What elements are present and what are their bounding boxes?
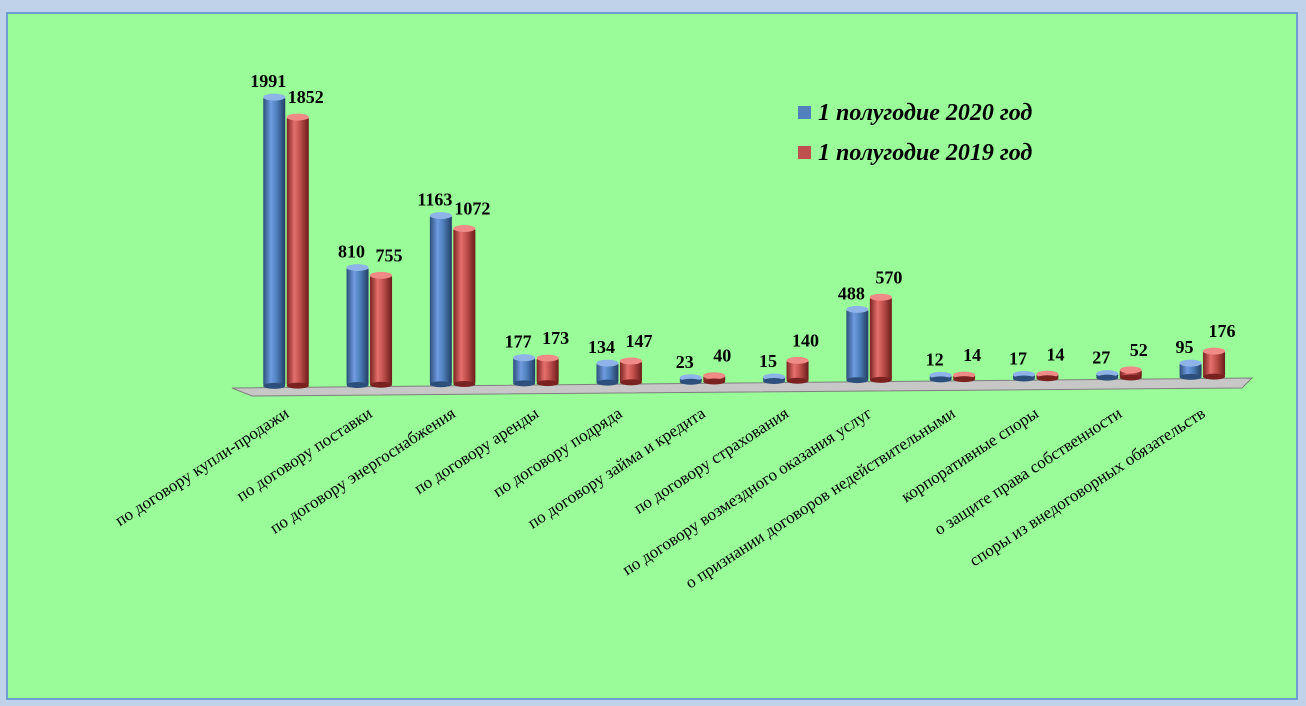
bar-cap-2020-12 bbox=[1179, 359, 1202, 367]
bar-base-2019-7 bbox=[786, 377, 809, 384]
chart-floor bbox=[231, 377, 1254, 397]
bar-base-2020-12 bbox=[1179, 373, 1202, 380]
bar-2019-4 bbox=[536, 358, 559, 384]
value-label-2019-7: 140 bbox=[792, 330, 819, 350]
category-label-7: по договору страхования bbox=[630, 403, 792, 517]
legend: 1 полугодие 2020 год 1 полугодие 2019 год bbox=[798, 100, 1032, 166]
category-label-1: по договору купли-продажи bbox=[112, 403, 293, 529]
value-label-2020-8: 488 bbox=[838, 283, 865, 303]
bar-base-2019-2 bbox=[370, 381, 393, 388]
legend-swatch-2019 bbox=[798, 146, 811, 159]
value-label-2020-1: 1991 bbox=[250, 71, 286, 91]
bar-2020-5 bbox=[596, 363, 619, 383]
bar-base-2019-5 bbox=[619, 379, 642, 386]
bar-base-2020-6 bbox=[679, 378, 702, 385]
value-label-2020-2: 810 bbox=[338, 242, 365, 262]
bar-2019-1 bbox=[286, 117, 309, 386]
bar-cap-2019-2 bbox=[370, 271, 393, 279]
value-label-2020-6: 23 bbox=[676, 352, 694, 372]
value-label-2019-4: 173 bbox=[542, 328, 569, 348]
value-label-2020-12: 95 bbox=[1176, 337, 1194, 357]
bar-2019-2 bbox=[370, 275, 393, 385]
bar-base-2020-1 bbox=[263, 382, 286, 389]
bar-base-2019-3 bbox=[453, 380, 476, 387]
value-label-2019-5: 147 bbox=[625, 331, 652, 351]
bar-cap-2020-1 bbox=[263, 93, 286, 101]
value-label-2019-12: 176 bbox=[1209, 321, 1236, 341]
value-label-2019-6: 40 bbox=[713, 346, 731, 366]
bar-base-2020-3 bbox=[429, 381, 452, 388]
bar-base-2020-11 bbox=[1096, 374, 1119, 381]
value-label-2019-9: 14 bbox=[963, 345, 981, 365]
chart-frame: 1991 1852 810 755 1163 1072 177 173 134 147 23 40 15… bbox=[6, 12, 1298, 700]
bar-2019-12 bbox=[1203, 351, 1226, 377]
bar-2020-2 bbox=[346, 267, 369, 386]
bar-base-2019-4 bbox=[536, 380, 559, 387]
legend-label-2020: 1 полугодие 2020 год bbox=[818, 100, 1032, 126]
bar-base-2020-4 bbox=[513, 380, 536, 387]
bar-base-2019-12 bbox=[1203, 373, 1226, 380]
category-label-2: по договору поставки bbox=[233, 403, 376, 505]
value-label-2019-1: 1852 bbox=[288, 87, 324, 107]
bar-cap-2019-4 bbox=[536, 354, 559, 362]
value-label-2019-10: 14 bbox=[1046, 344, 1064, 364]
bar-base-2019-11 bbox=[1119, 374, 1142, 381]
bar-base-2019-8 bbox=[869, 376, 892, 383]
bar-2020-1 bbox=[263, 97, 286, 386]
bar-base-2020-7 bbox=[763, 377, 786, 384]
bar-cap-2020-5 bbox=[596, 359, 619, 367]
bar-2020-4 bbox=[513, 357, 536, 384]
bar-cap-2019-3 bbox=[453, 225, 476, 233]
bar-base-2019-6 bbox=[703, 378, 726, 385]
bar-2019-3 bbox=[453, 228, 476, 384]
bar-cap-2020-2 bbox=[346, 264, 369, 272]
bar-cap-2019-7 bbox=[786, 356, 809, 364]
value-label-2019-11: 52 bbox=[1130, 340, 1148, 360]
bar-base-2020-10 bbox=[1012, 375, 1035, 382]
bar-cap-2019-8 bbox=[869, 293, 892, 301]
category-label-10: корпоративные споры bbox=[898, 403, 1043, 506]
bar-base-2020-2 bbox=[346, 382, 369, 389]
bar-cap-2019-12 bbox=[1203, 347, 1226, 355]
bar-cap-2020-3 bbox=[429, 212, 452, 220]
bar-cap-2020-8 bbox=[846, 305, 869, 313]
value-label-2019-8: 570 bbox=[875, 267, 902, 287]
value-label-2020-7: 15 bbox=[759, 351, 777, 371]
bar-2019-8 bbox=[869, 297, 892, 380]
legend-label-2019: 1 полугодие 2019 год bbox=[818, 140, 1032, 166]
bar-2020-3 bbox=[429, 215, 452, 385]
bar-2020-12 bbox=[1179, 363, 1202, 377]
value-label-2020-10: 17 bbox=[1009, 349, 1027, 369]
bar-base-2019-1 bbox=[286, 382, 309, 389]
bar-cap-2019-6 bbox=[703, 372, 726, 380]
value-label-2020-5: 134 bbox=[588, 337, 615, 357]
bar-base-2020-9 bbox=[929, 376, 952, 383]
bar-cap-2019-5 bbox=[619, 357, 642, 365]
bar-base-2019-10 bbox=[1036, 375, 1059, 382]
bar-2020-8 bbox=[846, 309, 869, 381]
value-label-2019-2: 755 bbox=[376, 245, 403, 265]
bar-2019-7 bbox=[786, 360, 809, 381]
bar-cap-2019-1 bbox=[286, 113, 309, 121]
bar-cap-2020-4 bbox=[513, 354, 536, 362]
value-label-2020-3: 1163 bbox=[417, 190, 452, 210]
bar-base-2019-9 bbox=[953, 376, 976, 383]
bar-cap-2019-11 bbox=[1119, 366, 1142, 374]
legend-swatch-2020 bbox=[798, 106, 811, 119]
value-label-2020-4: 177 bbox=[505, 332, 532, 352]
bar-base-2020-5 bbox=[596, 379, 619, 386]
value-label-2020-9: 12 bbox=[926, 349, 944, 369]
value-label-2019-3: 1072 bbox=[454, 199, 490, 219]
bar-2019-5 bbox=[619, 361, 642, 383]
bar-base-2020-8 bbox=[846, 377, 869, 384]
bars-layer bbox=[263, 93, 1226, 389]
value-label-2020-11: 27 bbox=[1092, 348, 1110, 368]
